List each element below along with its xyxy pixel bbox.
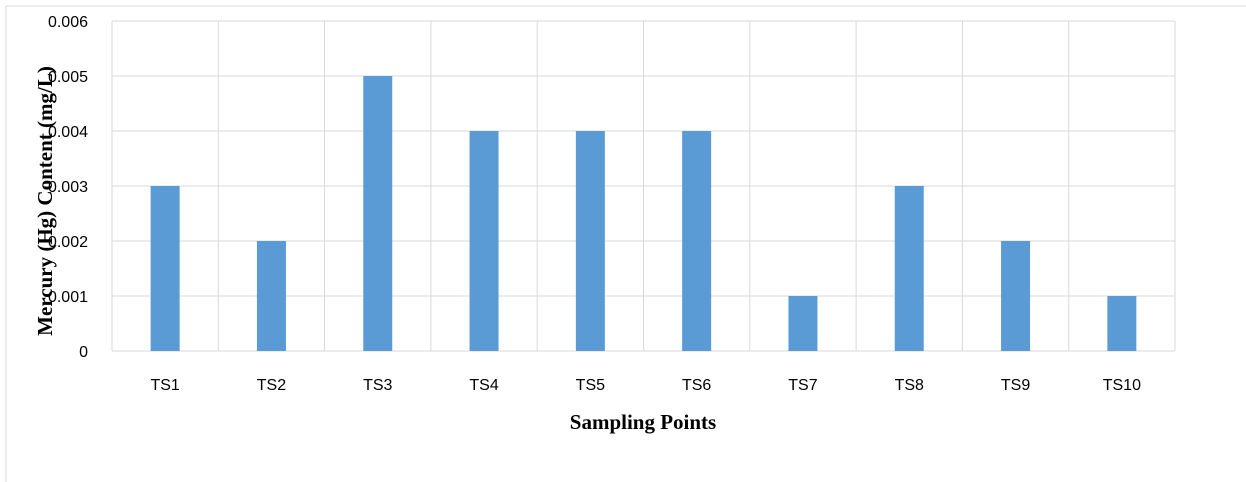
x-tick-label: TS7 [788,377,817,394]
bar-ts3 [363,76,393,351]
x-tick-label: TS3 [363,377,392,394]
x-tick-label: TS5 [576,377,605,394]
y-tick-label: 0.002 [48,234,88,251]
y-tick-label: 0.005 [48,69,88,86]
x-tick-labels: TS1 TS2 TS3 TS4 TS5 TS6 TS7 TS8 TS9 TS10 [150,377,1141,394]
y-tick-label: 0.001 [48,289,88,306]
y-tick-label: 0 [79,344,88,361]
bar-ts5 [575,131,605,351]
y-tick-label: 0.003 [48,179,88,196]
bar-ts2 [256,241,286,351]
x-tick-label: TS1 [150,377,179,394]
x-tick-label: TS9 [1001,377,1030,394]
x-tick-label: TS4 [469,377,498,394]
grid-layer [111,20,1176,352]
x-tick-label: TS10 [1103,377,1141,394]
x-axis-title: Sampling Points [570,410,716,434]
bar-layer [150,76,1137,351]
bar-ts9 [1001,241,1031,351]
bar-ts10 [1107,296,1137,351]
x-tick-label: TS6 [682,377,711,394]
bar-ts4 [469,131,499,351]
bar-ts1 [150,186,180,351]
bar-ts6 [682,131,712,351]
y-tick-labels: 0 0.001 0.002 0.003 0.004 0.005 0.006 [48,14,88,361]
y-tick-label: 0.004 [48,124,88,141]
x-tick-label: TS8 [895,377,924,394]
y-axis-title: Mercury (Hg) Content (mg/L) [33,66,57,336]
bar-ts7 [788,296,818,351]
y-tick-label: 0.006 [48,14,88,31]
bar-ts8 [894,186,924,351]
x-tick-label: TS2 [257,377,286,394]
